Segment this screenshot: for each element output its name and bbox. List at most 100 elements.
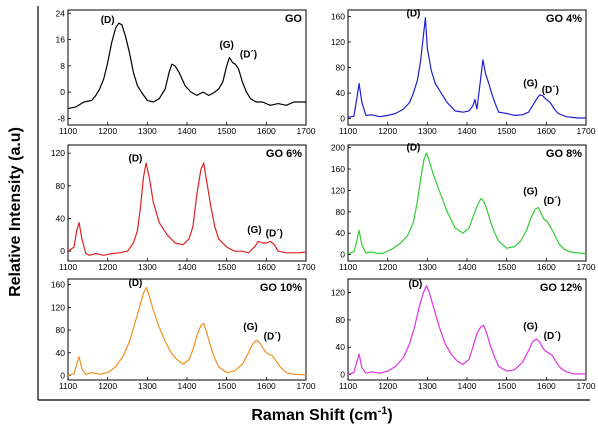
x-tick-label: 1700: [577, 381, 596, 391]
x-tick-label: 1100: [59, 381, 78, 391]
x-tick-label: 1100: [339, 381, 358, 391]
peak-annotation: (G): [523, 79, 537, 90]
panel-frame: [67, 278, 307, 381]
figure-frame: [37, 6, 590, 401]
series-line: [67, 162, 307, 256]
panel-title: GO 10%: [260, 282, 302, 294]
peak-annotation: (D): [101, 15, 115, 26]
x-tick-label: 1500: [497, 262, 516, 272]
x-tick-label: 1500: [217, 126, 236, 136]
y-tick-label: 0: [340, 370, 345, 380]
x-tick-label: 1500: [217, 262, 236, 272]
panel-title: GO 8%: [546, 148, 582, 160]
panel-5: 1100 1200 1300 1400 1500 1600 1700 0 40 80 120 160 G…: [51, 278, 316, 391]
x-tick-label: 1600: [257, 262, 276, 272]
x-tick-label: 1100: [59, 126, 78, 136]
x-tick-label: 1600: [257, 126, 276, 136]
y-tick-label: 200: [331, 143, 345, 153]
panel-6: 1100 1200 1300 1400 1500 1600 1700 0 40 80 120 GO 1…: [331, 278, 596, 391]
y-tick-label: 160: [51, 280, 65, 290]
y-tick-label: 120: [331, 288, 345, 298]
panel-title: GO 4%: [546, 13, 582, 25]
y-tick-label: 16: [56, 35, 66, 45]
y-tick-label: 40: [336, 88, 346, 98]
peak-annotation: (D´): [544, 196, 561, 207]
panel-frame: [347, 9, 587, 126]
y-tick-label: 120: [331, 37, 345, 47]
x-tick-label: 1300: [418, 126, 437, 136]
peak-annotation: (G): [243, 322, 257, 333]
x-tick-label: 1400: [178, 262, 197, 272]
x-tick-label: 1700: [577, 262, 596, 272]
panel-frame: [67, 144, 307, 262]
y-tick-label: 80: [336, 207, 346, 217]
x-tick-label: 1200: [98, 262, 117, 272]
panel-title: GO 6%: [266, 148, 302, 160]
x-tick-label: 1600: [537, 126, 556, 136]
x-tick-label: 1700: [297, 381, 316, 391]
x-tick-label: 1200: [378, 381, 397, 391]
x-axis-label-end: ): [387, 407, 392, 424]
y-tick-label: -8: [57, 113, 65, 123]
y-tick-label: 40: [56, 348, 66, 358]
peak-annotation: (G): [247, 225, 261, 236]
y-tick-label: 8: [60, 61, 65, 71]
x-tick-label: 1500: [497, 126, 516, 136]
peak-annotation: (D): [128, 278, 142, 289]
panel-frame: [67, 9, 307, 126]
x-tick-label: 1700: [297, 126, 316, 136]
x-tick-label: 1200: [98, 126, 117, 136]
x-tick-label: 1400: [458, 262, 477, 272]
peak-annotation: (G): [523, 187, 537, 198]
peak-annotation: (G): [523, 322, 537, 333]
x-tick-label: 1400: [458, 126, 477, 136]
y-axis-label: Relative Intensity (a.u): [7, 127, 24, 297]
peak-annotation: (D´): [266, 228, 283, 239]
panel-title: GO 12%: [540, 282, 582, 294]
y-tick-label: 160: [331, 164, 345, 174]
panel-title: GO: [285, 13, 303, 25]
x-tick-label: 1600: [537, 262, 556, 272]
y-tick-label: 0: [60, 246, 65, 256]
x-axis-label-main: Raman Shift (cm: [251, 407, 377, 424]
x-tick-label: 1500: [217, 381, 236, 391]
panel-2: 1100 1200 1300 1400 1500 1600 1700 0 40 80 120 160 G…: [331, 8, 596, 136]
x-tick-label: 1300: [418, 262, 437, 272]
y-tick-label: 0: [340, 250, 345, 260]
y-tick-label: 160: [331, 11, 345, 21]
x-tick-label: 1600: [257, 381, 276, 391]
y-tick-label: 0: [60, 370, 65, 380]
panel-4: 1100 1200 1300 1400 1500 1600 1700 0 40 80 120 160 2…: [331, 142, 596, 272]
y-tick-label: 24: [56, 8, 66, 18]
x-tick-label: 1300: [418, 381, 437, 391]
series-line: [347, 17, 586, 119]
x-tick-label: 1200: [98, 381, 117, 391]
series-line: [347, 285, 586, 376]
peak-annotation: (D): [407, 142, 421, 153]
x-tick-label: 1700: [577, 126, 596, 136]
panel-1: 1100 1200 1300 1400 1500 1600 1700 -8 0 8 16 24 GO (D…: [56, 8, 316, 136]
peak-annotation: (G): [219, 40, 233, 51]
x-tick-label: 1100: [339, 126, 358, 136]
x-tick-label: 1700: [297, 262, 316, 272]
x-axis-label: Raman Shift (cm-1): [251, 405, 392, 424]
x-tick-label: 1300: [138, 262, 157, 272]
x-tick-label: 1600: [537, 381, 556, 391]
y-tick-label: 40: [336, 228, 346, 238]
y-tick-label: 80: [336, 63, 346, 73]
series-line: [67, 286, 307, 377]
y-tick-label: 120: [51, 302, 65, 312]
peak-annotation: (D): [407, 8, 421, 19]
x-tick-label: 1100: [59, 262, 78, 272]
x-axis-label-sup: -1: [378, 405, 388, 417]
x-tick-label: 1300: [138, 381, 157, 391]
x-tick-label: 1400: [178, 381, 197, 391]
x-tick-label: 1500: [497, 381, 516, 391]
x-tick-label: 1200: [378, 262, 397, 272]
x-tick-label: 1400: [178, 126, 197, 136]
panel-frame: [347, 278, 587, 381]
peak-annotation: (D´): [542, 85, 559, 96]
y-tick-label: 0: [60, 87, 65, 97]
